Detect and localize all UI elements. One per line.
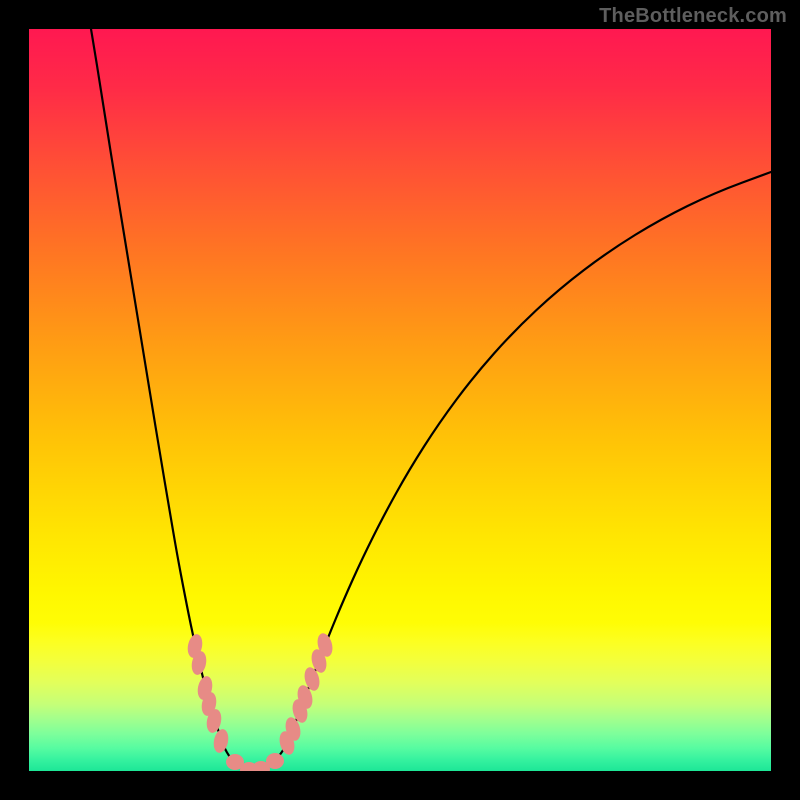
- curve-markers: [29, 29, 771, 771]
- plot-area: [29, 29, 771, 771]
- chart-frame: TheBottleneck.com: [0, 0, 800, 800]
- watermark-text: TheBottleneck.com: [599, 5, 787, 28]
